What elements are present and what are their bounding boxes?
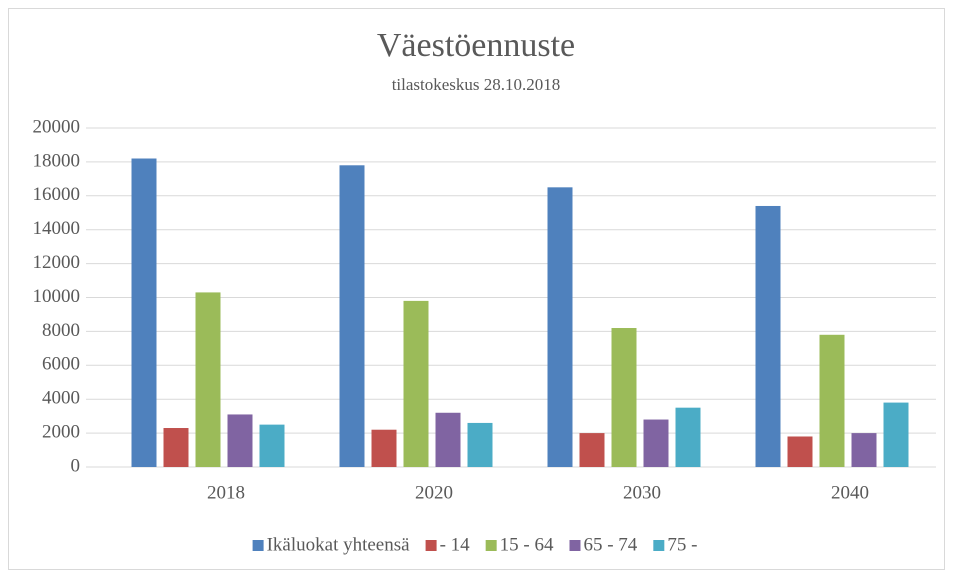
y-tick-label: 4000	[42, 388, 80, 409]
legend-swatch	[252, 540, 264, 551]
bar	[819, 334, 845, 467]
legend-label: 15 - 64	[500, 534, 554, 555]
y-tick-label: 10000	[33, 286, 81, 307]
bar	[131, 158, 157, 467]
y-tick-label: 12000	[33, 252, 81, 273]
legend-label: Ikäluokat yhteensä	[267, 534, 411, 555]
bar	[675, 407, 701, 467]
y-tick-label: 18000	[33, 150, 81, 171]
bar	[339, 165, 365, 468]
bar	[787, 436, 813, 467]
legend-label: 75 -	[667, 534, 697, 555]
legend-label: - 14	[440, 534, 471, 555]
x-tick-label: 2040	[831, 482, 869, 503]
bar	[851, 433, 877, 467]
x-tick-label: 2020	[415, 482, 453, 503]
y-tick-label: 14000	[33, 218, 81, 239]
legend-swatch	[569, 540, 581, 551]
bar	[467, 422, 493, 467]
bar	[163, 428, 189, 467]
bar	[547, 187, 573, 467]
bar	[435, 412, 461, 467]
legend-swatch	[425, 540, 437, 551]
y-tick-label: 0	[71, 455, 81, 476]
chart-frame	[8, 8, 945, 570]
bar	[227, 414, 253, 467]
bar	[371, 429, 397, 467]
y-tick-label: 20000	[33, 116, 81, 137]
legend-swatch	[485, 540, 497, 551]
bar	[611, 328, 637, 467]
legend-swatch	[653, 540, 665, 551]
bar	[195, 292, 221, 467]
x-tick-label: 2030	[623, 482, 661, 503]
legend-label: 65 - 74	[583, 534, 637, 555]
chart-title: Väestöennuste	[377, 27, 575, 64]
bar	[755, 205, 781, 467]
y-tick-label: 6000	[42, 354, 80, 375]
y-tick-label: 8000	[42, 320, 80, 341]
bar	[579, 433, 605, 467]
bar	[643, 419, 669, 467]
chart-subtitle: tilastokeskus 28.10.2018	[392, 75, 561, 94]
y-tick-label: 2000	[42, 421, 80, 442]
bar	[403, 300, 429, 467]
y-tick-label: 16000	[33, 184, 81, 205]
bar	[259, 424, 285, 467]
x-tick-label: 2018	[207, 482, 245, 503]
bar	[883, 402, 909, 467]
